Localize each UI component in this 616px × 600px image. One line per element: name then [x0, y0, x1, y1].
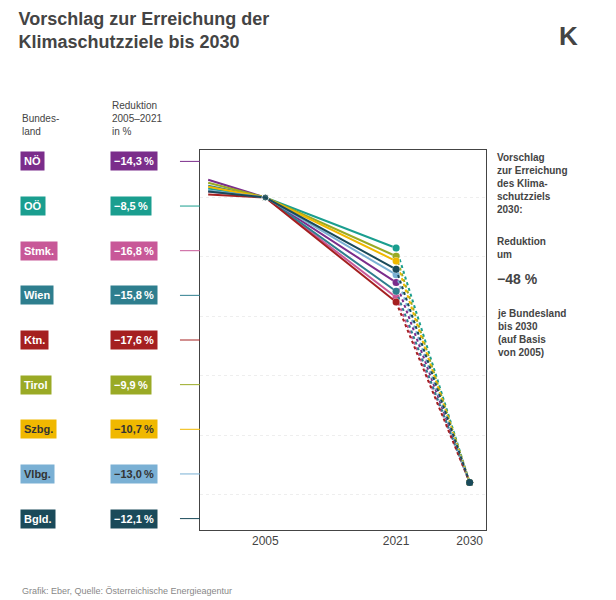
- svg-text:2030: 2030: [456, 534, 483, 548]
- svg-text:2021: 2021: [383, 534, 410, 548]
- svg-text:Wien: Wien: [24, 289, 50, 301]
- svg-text:−14,3 %: −14,3 %: [114, 155, 154, 167]
- svg-text:Vorschlagzur Erreichungdes Kli: Vorschlagzur Erreichungdes Klima-schutzz…: [497, 152, 568, 215]
- svg-text:K: K: [559, 21, 578, 51]
- svg-text:Stmk.: Stmk.: [24, 245, 54, 257]
- svg-text:Tirol: Tirol: [24, 379, 48, 391]
- svg-text:2005: 2005: [252, 534, 279, 548]
- svg-text:Bundes-land: Bundes-land: [22, 113, 59, 137]
- svg-text:−15,8 %: −15,8 %: [114, 289, 154, 301]
- svg-text:NÖ: NÖ: [24, 155, 41, 167]
- svg-text:OÖ: OÖ: [24, 200, 42, 212]
- svg-text:Reduktionum: Reduktionum: [497, 236, 546, 260]
- svg-text:Ktn.: Ktn.: [24, 334, 45, 346]
- svg-text:Vlbg.: Vlbg.: [24, 468, 51, 480]
- svg-text:Bgld.: Bgld.: [24, 513, 52, 525]
- svg-text:−48 %: −48 %: [497, 271, 538, 287]
- svg-text:Grafik: Eber, Quelle: Österrei: Grafik: Eber, Quelle: Österreichische En…: [22, 586, 232, 596]
- svg-text:Reduktion2005–2021in %: Reduktion2005–2021in %: [112, 100, 162, 137]
- svg-text:−17,6 %: −17,6 %: [114, 334, 154, 346]
- svg-text:−10,7 %: −10,7 %: [114, 423, 154, 435]
- svg-text:−8,5 %: −8,5 %: [114, 200, 148, 212]
- svg-text:−16,8 %: −16,8 %: [114, 245, 154, 257]
- svg-text:−12,1 %: −12,1 %: [114, 513, 154, 525]
- svg-text:−13,0 %: −13,0 %: [114, 468, 154, 480]
- svg-text:je Bundeslandbis 2030(auf Basi: je Bundeslandbis 2030(auf Basisvon 2005): [497, 308, 566, 358]
- svg-text:Szbg.: Szbg.: [24, 423, 53, 435]
- svg-text:Vorschlag zur Erreichung derKl: Vorschlag zur Erreichung derKlimaschutzz…: [18, 9, 269, 52]
- svg-text:−9,9 %: −9,9 %: [114, 379, 148, 391]
